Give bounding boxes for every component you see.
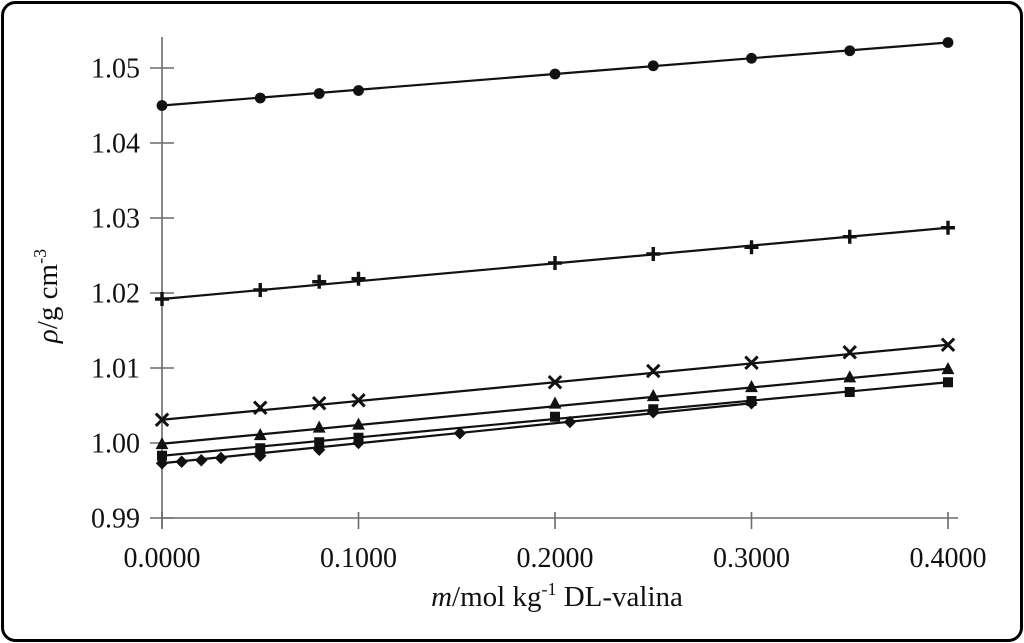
series-diamond xyxy=(155,397,758,470)
data-point-marker xyxy=(744,355,759,371)
x-tick-label: 0.3000 xyxy=(713,543,790,574)
data-point-marker xyxy=(214,451,228,465)
data-point-marker xyxy=(548,256,562,270)
data-point-marker xyxy=(548,396,562,409)
data-point-marker xyxy=(549,68,561,80)
x-axis-title: m/mol kg-1 DL-valina xyxy=(431,579,683,613)
data-point-marker xyxy=(156,100,168,111)
x-tick-label: 0.1000 xyxy=(320,543,397,574)
y-tick-label: 1.03 xyxy=(91,204,140,235)
data-point-marker xyxy=(352,417,365,430)
y-tick-label: 1.01 xyxy=(91,354,140,385)
y-tick-label: 0.99 xyxy=(91,504,140,535)
data-point-marker xyxy=(254,92,266,104)
data-point-marker xyxy=(314,437,325,448)
series-square xyxy=(157,377,953,461)
series-x-cross xyxy=(154,337,956,428)
data-point-marker xyxy=(941,220,955,235)
y-axis-title: ρ/g cm-3 xyxy=(30,249,64,344)
data-point-marker xyxy=(155,457,169,470)
data-point-marker xyxy=(647,406,660,419)
data-point-marker xyxy=(157,450,167,461)
data-point-marker xyxy=(943,377,953,388)
y-tick-label: 1.05 xyxy=(91,54,140,85)
data-point-marker xyxy=(252,400,268,416)
data-point-marker xyxy=(313,88,325,99)
data-point-marker xyxy=(844,387,855,397)
data-point-marker xyxy=(195,454,208,467)
x-tick-label: 0.4000 xyxy=(910,543,987,574)
data-point-marker xyxy=(941,361,955,375)
data-point-marker xyxy=(842,229,857,244)
data-point-marker xyxy=(942,37,954,48)
x-tick-label: 0.0000 xyxy=(124,543,201,574)
data-point-marker xyxy=(645,363,661,379)
data-point-marker xyxy=(351,392,366,408)
data-point-marker xyxy=(351,271,366,286)
data-point-marker xyxy=(550,411,560,422)
series-circle xyxy=(156,37,954,111)
data-point-marker xyxy=(843,370,857,383)
data-point-marker xyxy=(940,337,956,353)
series-plus xyxy=(155,220,955,306)
data-point-marker xyxy=(312,420,326,433)
data-point-marker xyxy=(155,436,169,450)
data-point-marker xyxy=(646,247,661,261)
x-tick-labels: 0.0000 0.1000 0.2000 0.3000 0.4000 xyxy=(124,543,987,574)
data-point-marker xyxy=(844,45,856,57)
data-point-marker xyxy=(253,283,268,297)
y-tick-labels: 0.99 1.00 1.01 1.02 1.03 1.04 1.05 xyxy=(91,54,140,535)
data-point-marker xyxy=(547,374,563,390)
data-point-marker xyxy=(453,427,467,440)
y-tick-label: 1.02 xyxy=(91,279,140,310)
series-triangle xyxy=(155,361,955,450)
data-point-marker xyxy=(313,443,326,456)
data-point-marker xyxy=(154,412,170,428)
data-point-marker xyxy=(353,85,364,96)
data-point-marker xyxy=(155,292,169,306)
data-point-marker xyxy=(563,415,577,429)
data-point-marker xyxy=(745,379,758,393)
data-point-marker xyxy=(842,344,858,360)
data-point-marker xyxy=(646,388,660,402)
data-point-marker xyxy=(746,52,757,64)
data-point-marker xyxy=(175,455,188,468)
data-point-marker xyxy=(311,395,327,411)
y-tick-label: 1.00 xyxy=(91,429,140,460)
y-tick-label: 1.04 xyxy=(91,129,140,160)
data-point-marker xyxy=(744,240,759,255)
data-point-marker xyxy=(312,274,327,289)
data-point-marker xyxy=(352,436,365,450)
x-tick-label: 0.2000 xyxy=(517,543,594,574)
data-point-marker xyxy=(647,60,659,72)
data-point-marker xyxy=(745,397,758,410)
data-point-marker xyxy=(255,443,266,454)
data-point-marker xyxy=(253,427,267,441)
axes xyxy=(150,37,958,529)
data-point-marker xyxy=(254,449,267,462)
